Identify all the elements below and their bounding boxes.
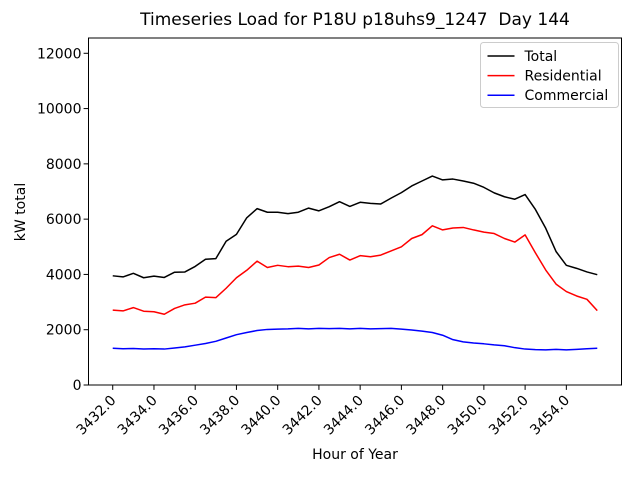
- x-tick-label: 3434.0: [115, 393, 161, 439]
- series-line-residential: [112, 225, 598, 315]
- y-tick-label: 12000: [37, 46, 82, 62]
- series-line-total: [112, 175, 598, 279]
- x-tick-label: 3450.0: [445, 393, 491, 439]
- x-tick-label: 3432.0: [74, 393, 120, 439]
- legend-label-total: Total: [524, 49, 558, 65]
- y-tick-label: 10000: [37, 102, 82, 118]
- y-tick-label: 4000: [46, 267, 82, 283]
- x-tick-label: 3440.0: [239, 393, 285, 439]
- x-axis-label: Hour of Year: [312, 447, 398, 463]
- x-tick-label: 3438.0: [197, 393, 243, 439]
- x-tick-label: 3452.0: [486, 393, 532, 439]
- y-axis-label: kW total: [13, 183, 29, 241]
- x-tick-label: 3436.0: [156, 393, 202, 439]
- y-tick-label: 6000: [46, 212, 82, 228]
- plot-area-border: [88, 37, 622, 386]
- legend-label-residential: Residential: [525, 69, 602, 85]
- x-tick-label: 3448.0: [403, 393, 449, 439]
- x-axis-ticks: 3432.03434.03436.03438.03440.03442.03444…: [74, 385, 573, 439]
- y-tick-label: 2000: [46, 323, 82, 339]
- y-tick-label: 0: [73, 378, 82, 394]
- x-tick-label: 3454.0: [527, 393, 573, 439]
- series-line-commercial: [112, 327, 598, 351]
- x-tick-label: 3442.0: [280, 393, 326, 439]
- x-tick-label: 3446.0: [362, 393, 408, 439]
- x-tick-label: 3444.0: [321, 393, 367, 439]
- legend: Total Residential Commercial: [480, 42, 619, 108]
- y-axis-ticks: 0 2000 4000 6000 8000 10000 12000: [37, 46, 89, 394]
- y-tick-label: 8000: [46, 157, 82, 173]
- chart-title: Timeseries Load for P18U p18uhs9_1247 Da…: [139, 10, 570, 30]
- series-lines: [112, 175, 598, 351]
- legend-box: [480, 42, 619, 108]
- legend-label-commercial: Commercial: [525, 88, 609, 104]
